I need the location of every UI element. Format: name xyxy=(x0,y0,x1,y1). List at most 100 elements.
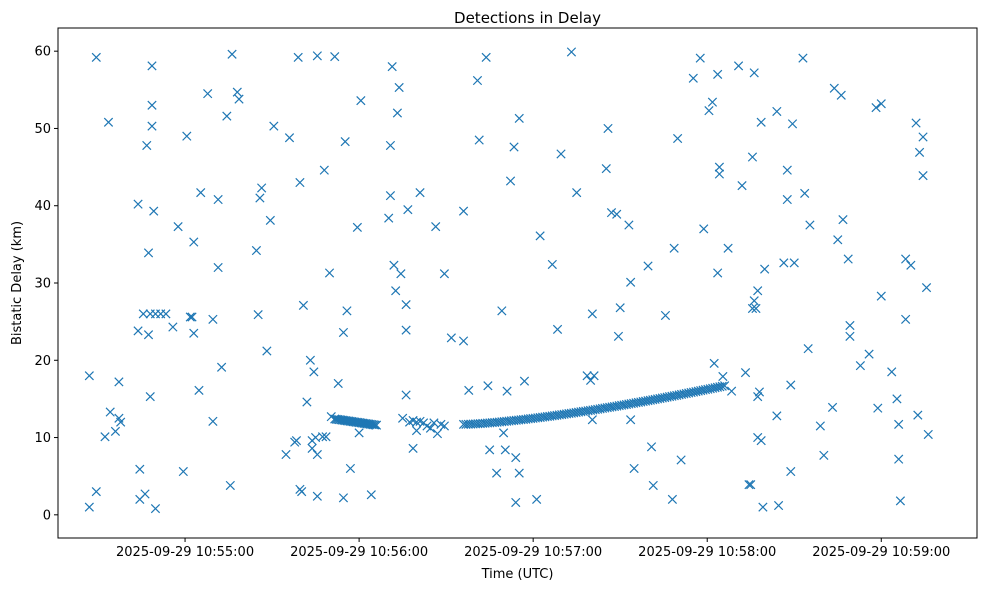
data-point xyxy=(312,491,322,501)
data-point xyxy=(213,194,223,205)
data-point xyxy=(601,164,611,174)
data-point xyxy=(446,333,456,343)
x-axis-label: Time (UTC) xyxy=(481,567,554,582)
data-point xyxy=(401,390,411,400)
data-point xyxy=(429,418,439,428)
data-point xyxy=(105,407,115,417)
data-point xyxy=(140,489,150,499)
data-point xyxy=(876,291,886,301)
data-point xyxy=(873,403,883,413)
data-point xyxy=(225,480,235,491)
data-point xyxy=(714,169,725,179)
data-point xyxy=(464,385,474,396)
data-point xyxy=(901,314,911,324)
data-point xyxy=(384,213,394,223)
data-point xyxy=(138,309,148,319)
data-point xyxy=(265,215,275,226)
data-point xyxy=(786,466,796,477)
data-point xyxy=(845,331,855,341)
data-point xyxy=(547,259,557,270)
data-point xyxy=(481,52,491,62)
data-point xyxy=(338,327,349,338)
data-point xyxy=(385,140,396,151)
data-point xyxy=(345,463,356,474)
data-point xyxy=(291,436,302,446)
data-point xyxy=(717,381,727,391)
data-point xyxy=(149,206,159,216)
data-point xyxy=(392,108,403,118)
data-point xyxy=(293,52,303,62)
data-point xyxy=(699,224,709,234)
data-point xyxy=(787,119,798,129)
data-point xyxy=(302,397,312,407)
data-point xyxy=(753,286,763,296)
data-point xyxy=(91,487,101,497)
data-point xyxy=(497,306,507,316)
data-point xyxy=(514,113,524,124)
data-markers xyxy=(84,47,933,514)
data-point xyxy=(182,131,192,141)
y-tick-label: 60 xyxy=(34,45,51,60)
data-point xyxy=(723,243,733,253)
data-point xyxy=(324,268,335,278)
data-point xyxy=(385,191,396,201)
data-point xyxy=(312,449,322,460)
data-point xyxy=(901,254,911,264)
data-point xyxy=(782,194,792,205)
x-tick-label: 2025-09-29 10:58:00 xyxy=(638,545,776,560)
data-point xyxy=(626,277,636,287)
data-point xyxy=(782,165,792,175)
data-point xyxy=(150,504,161,514)
data-point xyxy=(213,262,223,273)
data-point xyxy=(713,69,723,79)
data-point xyxy=(511,497,521,508)
data-point xyxy=(714,162,725,172)
x-tick-label: 2025-09-29 10:59:00 xyxy=(812,545,950,560)
data-point xyxy=(110,426,121,436)
data-point xyxy=(91,52,101,62)
data-point xyxy=(439,421,450,431)
y-axis-label: Bistatic Delay (km) xyxy=(10,221,25,345)
data-point xyxy=(189,237,199,247)
y-tick-label: 10 xyxy=(34,431,51,446)
data-point xyxy=(798,53,808,63)
data-point xyxy=(747,303,758,314)
data-point xyxy=(511,453,521,463)
data-point xyxy=(338,493,349,503)
data-point xyxy=(312,51,322,61)
data-point xyxy=(394,82,404,93)
data-point xyxy=(758,502,768,512)
plot-area-frame xyxy=(57,27,978,539)
data-point xyxy=(660,310,671,321)
data-point xyxy=(688,73,698,83)
data-point xyxy=(173,221,183,232)
data-point xyxy=(222,111,232,121)
data-point xyxy=(203,89,213,99)
data-point xyxy=(626,415,636,425)
data-point xyxy=(425,423,436,433)
data-point xyxy=(612,209,622,219)
data-point xyxy=(572,187,582,198)
data-point xyxy=(803,344,813,354)
data-point xyxy=(253,310,263,320)
data-point xyxy=(143,248,154,258)
data-point xyxy=(485,445,495,455)
data-point xyxy=(432,429,443,439)
data-point xyxy=(747,152,758,162)
data-point xyxy=(340,136,350,147)
data-point xyxy=(403,204,413,215)
data-point xyxy=(587,309,597,319)
y-tick-label: 40 xyxy=(34,199,51,214)
data-point xyxy=(615,303,625,313)
data-point xyxy=(719,381,730,391)
data-point xyxy=(255,193,265,203)
data-point xyxy=(779,258,789,268)
data-point xyxy=(189,328,199,338)
data-point xyxy=(147,61,157,71)
data-point xyxy=(143,330,154,340)
data-point xyxy=(196,187,206,198)
data-point xyxy=(370,420,380,430)
data-point xyxy=(773,500,784,511)
data-point xyxy=(298,300,309,311)
data-point xyxy=(887,367,897,377)
